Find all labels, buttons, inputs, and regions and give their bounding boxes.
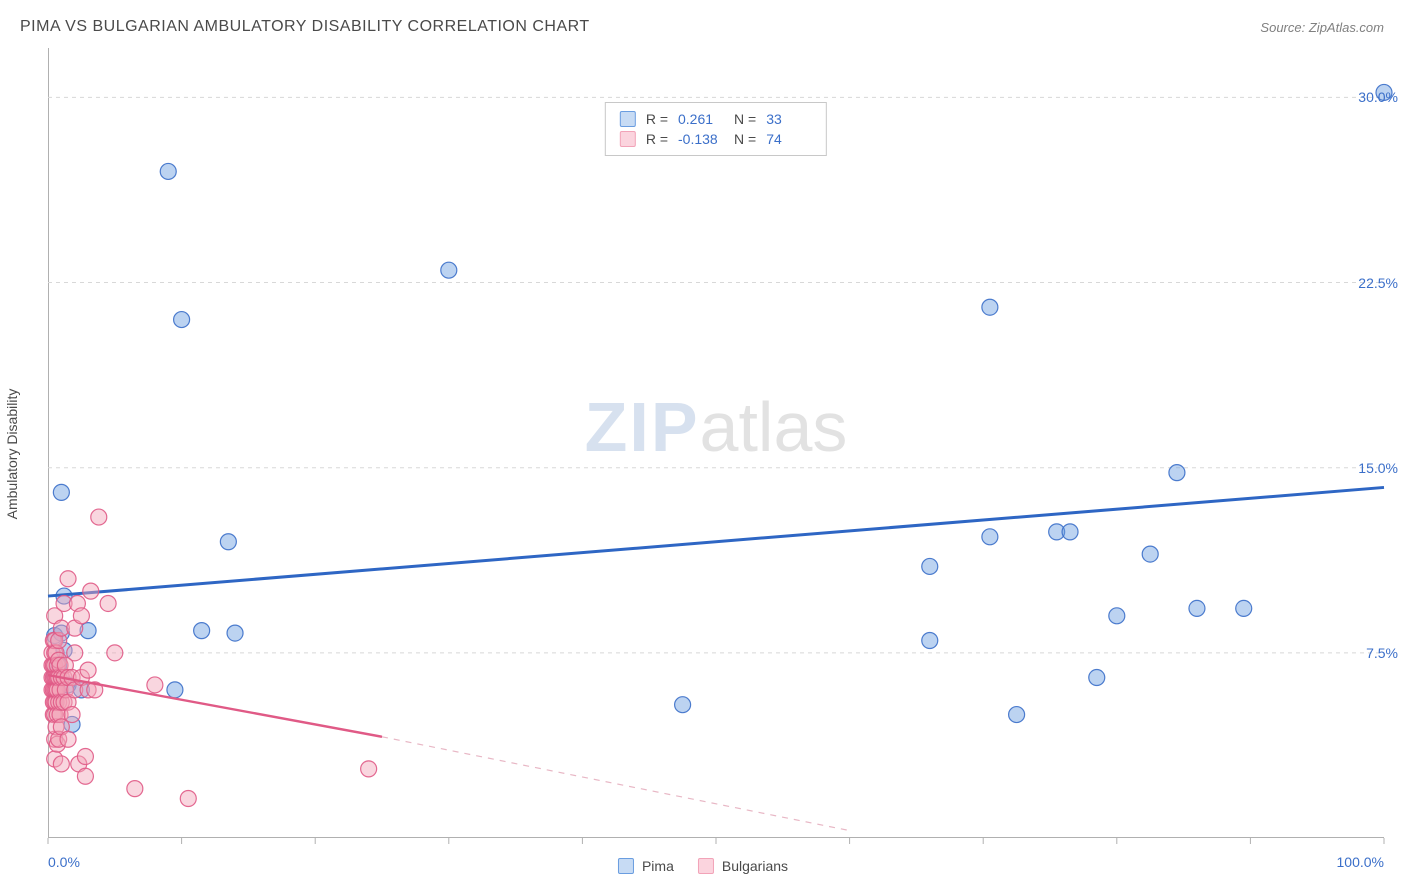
scatter-svg [48, 48, 1384, 838]
legend-swatch [618, 858, 634, 874]
scatter-point [53, 756, 69, 772]
scatter-point [64, 707, 80, 723]
scatter-point [1142, 546, 1158, 562]
scatter-point [675, 697, 691, 713]
y-tick-label: 22.5% [1358, 275, 1398, 291]
x-axis-max-label: 100.0% [1337, 854, 1384, 870]
stats-row: R = 0.261 N = 33 [620, 109, 812, 129]
chart-title: PIMA VS BULGARIAN AMBULATORY DISABILITY … [20, 18, 590, 36]
scatter-point [167, 682, 183, 698]
scatter-point [441, 262, 457, 278]
scatter-point [220, 534, 236, 550]
x-axis-min-label: 0.0% [48, 854, 80, 870]
scatter-point [227, 625, 243, 641]
stats-legend: R = 0.261 N = 33 R = -0.138 N = 74 [605, 102, 827, 156]
y-axis-label: Ambulatory Disability [4, 389, 20, 520]
y-tick-label: 15.0% [1358, 460, 1398, 476]
scatter-point [83, 583, 99, 599]
scatter-point [80, 662, 96, 678]
scatter-point [160, 163, 176, 179]
n-label: N = [734, 131, 756, 147]
scatter-point [147, 677, 163, 693]
scatter-point [982, 529, 998, 545]
r-label: R = [646, 131, 668, 147]
scatter-point [77, 768, 93, 784]
scatter-point [361, 761, 377, 777]
source-label: Source: [1260, 20, 1305, 35]
n-value: 33 [766, 111, 812, 127]
legend-swatch [620, 131, 636, 147]
scatter-point [180, 791, 196, 807]
scatter-point [922, 558, 938, 574]
scatter-point [60, 731, 76, 747]
y-tick-label: 7.5% [1366, 645, 1398, 661]
scatter-point [174, 312, 190, 328]
scatter-point [1236, 600, 1252, 616]
chart-source: Source: ZipAtlas.com [1260, 20, 1384, 35]
scatter-point [194, 623, 210, 639]
scatter-point [73, 608, 89, 624]
scatter-point [91, 509, 107, 525]
y-tick-label: 30.0% [1358, 89, 1398, 105]
scatter-point [67, 645, 83, 661]
scatter-point [53, 484, 69, 500]
scatter-point [1109, 608, 1125, 624]
legend-label: Pima [642, 858, 674, 874]
scatter-point [982, 299, 998, 315]
scatter-point [1089, 670, 1105, 686]
scatter-point [100, 595, 116, 611]
trend-line [48, 487, 1384, 596]
scatter-point [107, 645, 123, 661]
trend-line [48, 675, 382, 737]
legend-item: Bulgarians [698, 858, 788, 874]
scatter-point [922, 633, 938, 649]
r-value: -0.138 [678, 131, 724, 147]
legend-label: Bulgarians [722, 858, 788, 874]
scatter-point [77, 749, 93, 765]
n-label: N = [734, 111, 756, 127]
stats-row: R = -0.138 N = 74 [620, 129, 812, 149]
chart-plot-area: ZIPatlas R =0.261N =33R =-0.138N =74 [48, 48, 1384, 838]
r-value: 0.261 [678, 111, 724, 127]
legend-swatch [620, 111, 636, 127]
source-name: ZipAtlas.com [1309, 20, 1384, 35]
scatter-point [1009, 707, 1025, 723]
scatter-point [1062, 524, 1078, 540]
scatter-point [1189, 600, 1205, 616]
series-legend: Pima Bulgarians [618, 858, 788, 874]
n-value: 74 [766, 131, 812, 147]
scatter-point [60, 571, 76, 587]
trend-line-dashed [382, 737, 850, 831]
r-label: R = [646, 111, 668, 127]
legend-swatch [698, 858, 714, 874]
scatter-point [127, 781, 143, 797]
legend-item: Pima [618, 858, 674, 874]
scatter-point [1169, 465, 1185, 481]
